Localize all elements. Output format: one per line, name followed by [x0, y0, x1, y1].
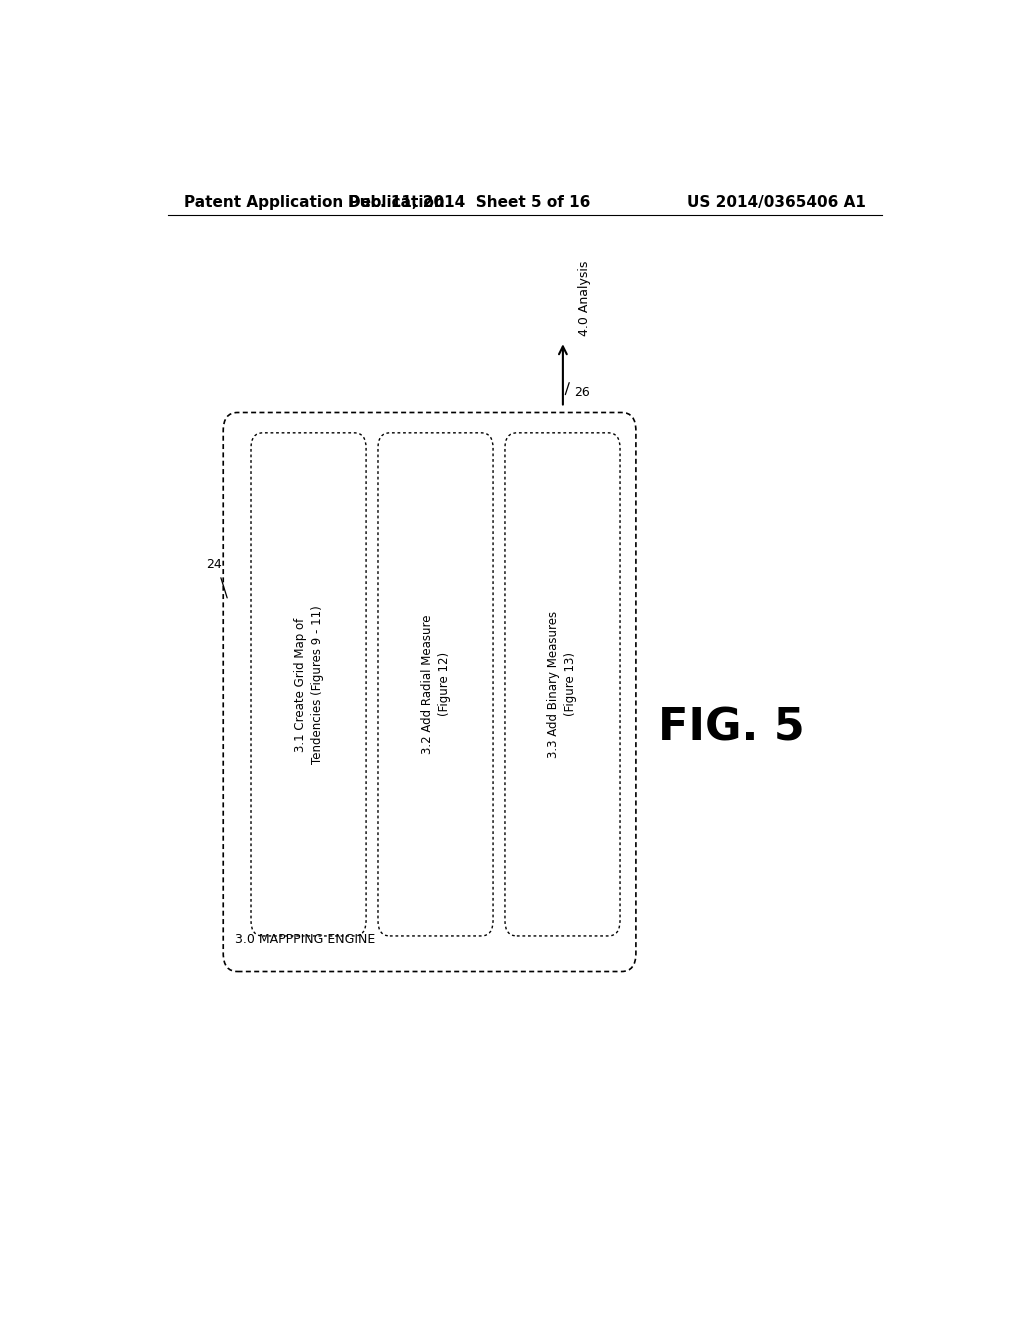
- Text: Dec. 11, 2014  Sheet 5 of 16: Dec. 11, 2014 Sheet 5 of 16: [348, 194, 591, 210]
- Text: 4.0 Analysis: 4.0 Analysis: [578, 261, 591, 337]
- Text: US 2014/0365406 A1: US 2014/0365406 A1: [687, 194, 866, 210]
- Text: 3.1 Create Grid Map of
Tendencies (Figures 9 - 11): 3.1 Create Grid Map of Tendencies (Figur…: [294, 605, 324, 764]
- Text: FIG. 5: FIG. 5: [657, 706, 805, 748]
- Text: 24: 24: [206, 558, 221, 572]
- Text: 3.3 Add Binary Measures
(Figure 13): 3.3 Add Binary Measures (Figure 13): [548, 611, 578, 758]
- Text: 26: 26: [574, 385, 590, 399]
- Text: 3.0 MAPPPING ENGINE: 3.0 MAPPPING ENGINE: [236, 933, 376, 946]
- Text: 3.2 Add Radial Measure
(Figure 12): 3.2 Add Radial Measure (Figure 12): [421, 615, 451, 754]
- Text: Patent Application Publication: Patent Application Publication: [183, 194, 444, 210]
